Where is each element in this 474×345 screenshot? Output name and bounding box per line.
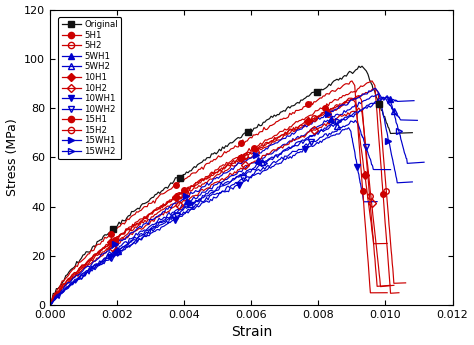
Y-axis label: Stress (MPa): Stress (MPa) [6, 118, 18, 196]
Legend: Original, 5H1, 5H2, 5WH1, 5WH2, 10H1, 10H2, 10WH1, 10WH2, 15H1, 15H2, 15WH1, 15W: Original, 5H1, 5H2, 5WH1, 5WH2, 10H1, 10… [58, 17, 121, 159]
X-axis label: Strain: Strain [231, 325, 272, 339]
